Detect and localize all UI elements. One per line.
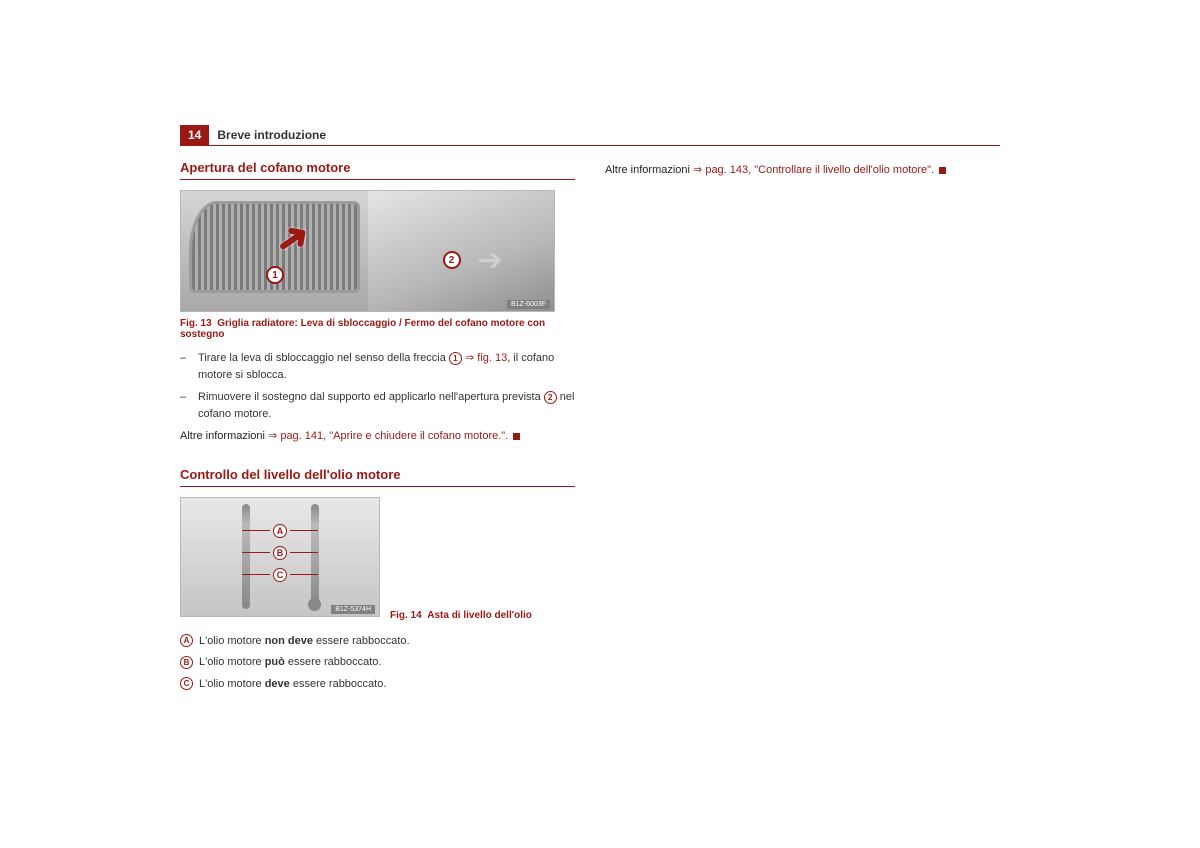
level-marker-c: C [273,568,287,582]
step-2: – Rimuovere il sostegno dal supporto ed … [180,389,575,422]
level-marker-b: B [273,546,287,560]
oil-level-row-c: C L'olio motore deve essere rabboccato. [180,676,575,693]
figure-hood: ➜ 1 ➔ 2 B1Z-6003F [180,190,555,312]
arrow-up-icon: ➜ [268,213,318,265]
left-column: Apertura del cofano motore ➜ 1 ➔ 2 B1Z-6… [180,160,575,697]
figure-hood-grille: ➜ 1 [181,191,368,311]
page-header: 14 Breve introduzione [180,125,1000,146]
page-ref-link[interactable]: ⇒ pag. 143, "Controllare il livello dell… [693,164,934,176]
more-info-oil: Altre informazioni ⇒ pag. 143, "Controll… [605,162,1000,179]
figure-code: B1Z-6003F [507,300,550,309]
level-marker-a: A [273,524,287,538]
step-1: – Tirare la leva di sbloccaggio nel sens… [180,350,575,383]
figure-caption-oil: Fig. 14 Asta di livello dell'olio [390,610,532,621]
arrow-right-icon: ➔ [478,246,503,276]
page-ref-link[interactable]: ⇒ pag. 141, "Aprire e chiudere il cofano… [268,430,508,442]
level-markers: A B C [242,524,318,582]
figure-marker-1: 1 [266,266,284,284]
oil-level-row-a: A L'olio motore non deve essere rabbocca… [180,633,575,650]
section-oil: Controllo del livello dell'olio motore A… [180,467,575,693]
page-header-title: Breve introduzione [217,128,326,142]
fig-ref-link[interactable]: ⇒ fig. 13 [465,352,507,364]
inline-marker-2: 2 [544,391,557,404]
bullet-dash-icon: – [180,389,198,422]
page-content: 14 Breve introduzione Apertura del cofan… [180,125,1000,697]
bullet-dash-icon: – [180,350,198,383]
section-end-icon [939,167,946,174]
inline-marker-a: A [180,634,193,647]
dipsticks-graphic: A B C [181,498,379,616]
figure-hood-engine: ➔ 2 [368,191,555,311]
section-end-icon [513,433,520,440]
section-title-oil: Controllo del livello dell'olio motore [180,467,575,487]
inline-marker-b: B [180,656,193,669]
columns: Apertura del cofano motore ➜ 1 ➔ 2 B1Z-6… [180,160,1000,697]
inline-marker-c: C [180,677,193,690]
figure-code: B1Z-5374H [331,605,375,614]
inline-marker-1: 1 [449,352,462,365]
figure-marker-2: 2 [443,251,461,269]
figure-caption-hood: Fig. 13 Griglia radiatore: Leva di sbloc… [180,318,575,340]
right-column: Altre informazioni ⇒ pag. 143, "Controll… [605,160,1000,697]
oil-level-row-b: B L'olio motore può essere rabboccato. [180,654,575,671]
page-number: 14 [180,125,209,145]
section-title-hood: Apertura del cofano motore [180,160,575,180]
figure-row-oil: A B C B1Z-5374H Fig. 14 Asta di livello … [180,497,575,623]
figure-dipstick: A B C B1Z-5374H [180,497,380,617]
more-info-hood: Altre informazioni ⇒ pag. 141, "Aprire e… [180,428,575,445]
